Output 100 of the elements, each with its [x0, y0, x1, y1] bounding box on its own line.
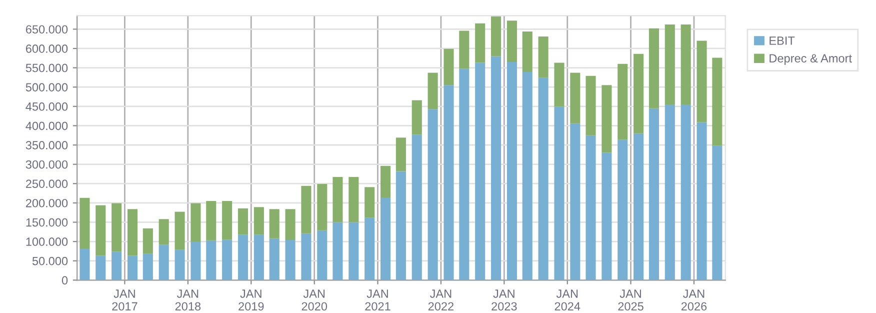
- x-tick-label: JAN 2026: [681, 290, 707, 311]
- bar: [680, 104, 691, 280]
- bar: [712, 58, 722, 146]
- bar: [317, 184, 328, 230]
- bar: [206, 200, 216, 240]
- y-tick-label: 200.000: [26, 198, 68, 208]
- x-tick-label: JAN 2017: [112, 290, 138, 311]
- bar: [174, 250, 185, 280]
- bar: [380, 198, 391, 280]
- bar: [428, 72, 438, 110]
- bar: [538, 36, 548, 78]
- bar: [190, 203, 201, 242]
- bar: [206, 240, 216, 280]
- bar: [96, 205, 106, 256]
- bar: [664, 24, 675, 104]
- bar: [332, 177, 343, 222]
- y-tick-label: 300.000: [26, 160, 68, 169]
- bar: [348, 177, 359, 222]
- bar: [648, 28, 659, 108]
- bar: [444, 48, 454, 86]
- bar: [127, 256, 138, 280]
- y-tick-label: 450.000: [26, 102, 68, 111]
- bar: [317, 230, 328, 280]
- x-tick-label: JAN 2024: [554, 290, 580, 311]
- bar: [80, 198, 90, 248]
- bar: [285, 209, 296, 240]
- bar: [142, 254, 153, 280]
- bar: [618, 64, 628, 140]
- y-tick-label: 600.000: [26, 44, 68, 53]
- y-tick-label: 50.000: [32, 256, 68, 266]
- y-tick-label: 550.000: [26, 64, 68, 72]
- y-tick-label: 650.000: [26, 25, 68, 34]
- y-tick-label: 0: [62, 276, 68, 285]
- x-tick-label: JAN 2018: [175, 290, 201, 311]
- y-tick-label: 350.000: [26, 141, 68, 150]
- bar: [254, 234, 264, 280]
- bar: [444, 85, 454, 280]
- bar: [664, 104, 675, 280]
- y-tick-label: 150.000: [26, 218, 68, 227]
- bar: [364, 218, 375, 280]
- bar: [570, 123, 580, 280]
- bar: [364, 187, 375, 218]
- bar: [269, 209, 280, 238]
- bar: [491, 16, 502, 56]
- bar: [475, 23, 486, 63]
- bar: [142, 228, 153, 254]
- x-tick-label: JAN 2022: [428, 290, 454, 311]
- bar: [634, 54, 644, 134]
- bar: [285, 240, 296, 280]
- bar: [190, 242, 201, 280]
- bar: [680, 24, 691, 104]
- bar: [586, 135, 596, 280]
- bar: [506, 62, 517, 280]
- bar: [332, 222, 343, 280]
- x-tick-label: JAN 2021: [365, 290, 390, 311]
- bar: [127, 209, 138, 256]
- bar: [222, 240, 232, 280]
- bar: [634, 133, 644, 280]
- bar: [396, 138, 406, 172]
- bar: [475, 62, 486, 280]
- bar: [254, 207, 264, 235]
- bar: [269, 238, 280, 280]
- bar: [696, 40, 707, 122]
- bar: [522, 72, 532, 280]
- x-tick-label: JAN 2023: [492, 290, 517, 311]
- bar: [238, 234, 248, 280]
- bar: [491, 56, 502, 280]
- bar: [602, 85, 612, 153]
- y-tick-label: 400.000: [26, 122, 68, 130]
- bar: [158, 244, 169, 280]
- bar: [554, 62, 564, 107]
- bar: [412, 134, 422, 280]
- bar: [648, 108, 659, 280]
- bar: [459, 68, 470, 280]
- bar: [412, 100, 422, 135]
- bar: [712, 146, 722, 280]
- bar: [696, 122, 707, 280]
- bar: [174, 212, 185, 250]
- bar: [238, 208, 248, 235]
- bar: [301, 186, 312, 234]
- bar: [301, 233, 312, 280]
- bar: [570, 72, 580, 124]
- bar: [158, 219, 169, 245]
- bar: [586, 76, 596, 136]
- x-tick-label: JAN 2025: [618, 290, 644, 311]
- bar: [506, 20, 517, 62]
- bar: [554, 106, 564, 280]
- bar: [428, 109, 438, 280]
- legend-label: EBIT: [770, 36, 795, 45]
- bar: [96, 256, 106, 280]
- y-tick-label: 100.000: [26, 238, 68, 246]
- y-tick-label: 500.000: [26, 83, 68, 92]
- x-tick-label: JAN 2020: [302, 290, 328, 311]
- legend-label: Deprec & Amort: [770, 54, 852, 65]
- bar: [348, 222, 359, 280]
- bar: [112, 252, 122, 280]
- bar: [380, 166, 391, 198]
- bar: [618, 140, 628, 280]
- bar: [602, 152, 612, 280]
- bar: [222, 200, 232, 240]
